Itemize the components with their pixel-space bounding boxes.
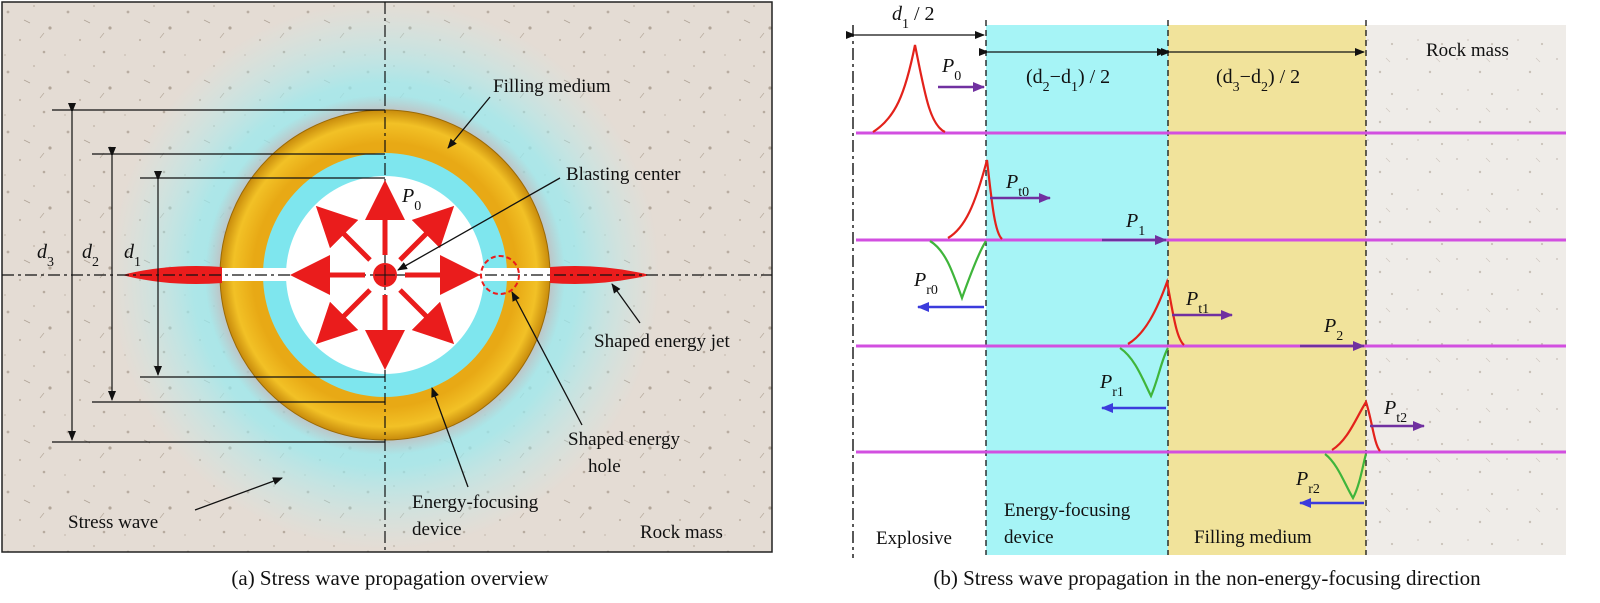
- label-shaped-energy-jet: Shaped energy jet: [594, 331, 730, 352]
- label-energy-focusing-1: Energy-focusing: [412, 492, 539, 513]
- pulses: [872, 44, 1381, 501]
- label-device-1: Energy-focusing: [1004, 500, 1131, 521]
- zone-rock: [1366, 25, 1566, 555]
- label-Pr0: Pr0: [913, 269, 938, 298]
- label-Pt2: Pt2: [1383, 397, 1407, 426]
- pulse-r1: [1119, 347, 1169, 399]
- panel-b: d1 / 2 (d2−d1) / 2 (d3−d2) / 2 Rock mass: [846, 3, 1566, 590]
- label-P0: P0: [941, 55, 961, 84]
- dim-d1-half: d1 / 2: [892, 3, 935, 32]
- label-Pt0: Pt0: [1005, 171, 1029, 200]
- top-dimension-arrows: [846, 31, 1365, 56]
- label-Pr2: Pr2: [1295, 468, 1320, 497]
- d1-label: d1: [124, 241, 141, 270]
- caption-a: (a) Stress wave propagation overview: [231, 566, 549, 590]
- label-energy-focusing-2: device: [412, 519, 462, 540]
- label-rock-mass-b: Rock mass: [1426, 40, 1509, 61]
- label-stress-wave: Stress wave: [68, 512, 158, 533]
- baselines: [856, 131, 1566, 454]
- zone-device: [986, 25, 1168, 555]
- d3-label: d3: [37, 241, 54, 270]
- label-shaped-energy-hole-2: hole: [588, 456, 621, 477]
- wave-labels: P0 Pt0 P1 Pr0 Pt1 P2 Pr1 Pt2 Pr2: [913, 55, 1407, 497]
- shaped-energy-hole-marker: [480, 255, 520, 295]
- pulse-r0: [929, 240, 987, 302]
- label-filling-medium: Filling medium: [493, 76, 611, 97]
- pulse-incident-0: [872, 44, 946, 133]
- wave-arrows: [917, 82, 1425, 508]
- pulse-t1: [1127, 277, 1185, 346]
- label-P1: P1: [1125, 210, 1145, 239]
- zone-filling: [1168, 25, 1366, 555]
- pulse-r2: [1324, 453, 1368, 501]
- caption-b: (b) Stress wave propagation in the non-e…: [933, 566, 1481, 590]
- label-Pt1: Pt1: [1185, 288, 1209, 317]
- dimension-lines: [52, 103, 385, 443]
- pulse-t0: [947, 159, 1003, 240]
- leader-lines: [194, 96, 641, 511]
- panel-a: d3 d2 d1 P0 Filling medium Blasting cent…: [1, 1, 773, 590]
- label-blasting-center: Blasting center: [566, 164, 681, 185]
- label-shaped-energy-hole-1: Shaped energy: [568, 429, 681, 450]
- label-rock-mass-a: Rock mass: [640, 522, 723, 543]
- p0-label: P0: [401, 185, 421, 214]
- d2-label: d2: [82, 241, 99, 270]
- label-device-2: device: [1004, 527, 1054, 548]
- label-P2: P2: [1323, 315, 1343, 344]
- dim-d2-d1: (d2−d1) / 2: [1026, 66, 1110, 95]
- pulse-t2: [1331, 399, 1381, 452]
- label-filling-zone: Filling medium: [1194, 527, 1312, 548]
- radial-arrows: [290, 180, 480, 370]
- label-explosive: Explosive: [876, 528, 952, 549]
- label-Pr1: Pr1: [1099, 371, 1124, 400]
- dim-d3-d2: (d3−d2) / 2: [1216, 66, 1300, 95]
